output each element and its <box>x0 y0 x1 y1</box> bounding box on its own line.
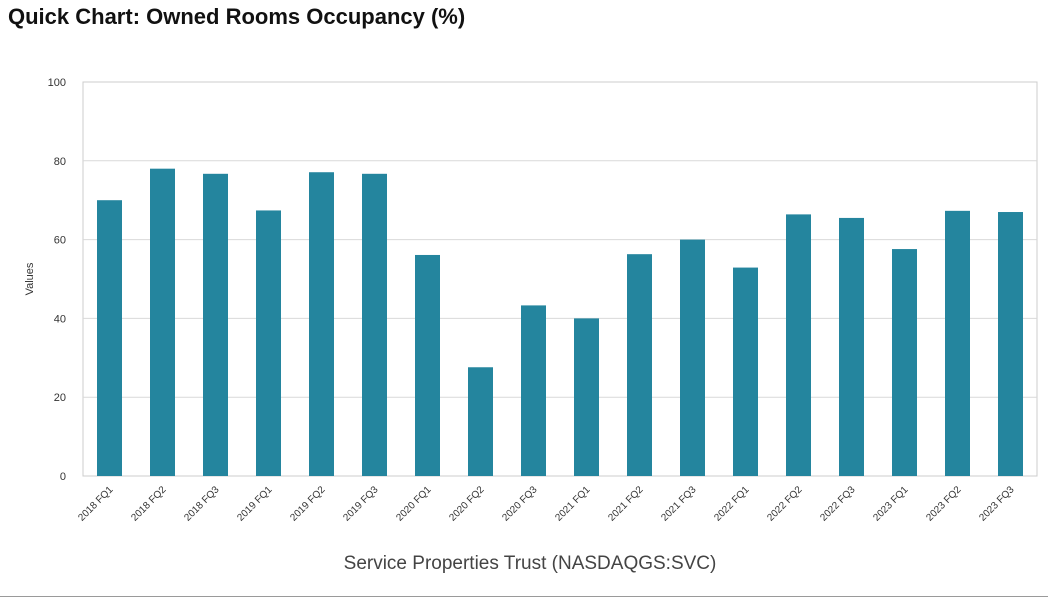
y-tick-label: 80 <box>54 156 66 168</box>
x-tick-label: 2022 FQ1 <box>712 484 752 524</box>
x-tick-label: 2019 FQ3 <box>341 484 381 524</box>
x-tick-label: 2023 FQ1 <box>871 484 911 524</box>
grid-lines <box>82 81 1038 477</box>
x-axis-ticks: 2018 FQ1 2018 FQ2 2018 FQ3 2019 FQ1 2019 FQ2… <box>76 484 1017 524</box>
x-tick-label: 2021 FQ2 <box>606 484 646 524</box>
bar <box>574 318 599 476</box>
y-tick-label: 100 <box>48 77 66 89</box>
bar <box>892 249 917 476</box>
x-tick-label: 2019 FQ2 <box>288 484 328 524</box>
bar <box>415 254 440 476</box>
y-tick-label: 40 <box>54 313 66 325</box>
x-tick-label: 2018 FQ2 <box>129 484 169 524</box>
x-tick-label: 2022 FQ3 <box>818 484 858 524</box>
bar <box>362 173 387 476</box>
y-tick-label: 60 <box>54 235 66 247</box>
plot-frame <box>82 81 1038 477</box>
bars <box>97 168 1023 476</box>
x-tick-label: 2022 FQ2 <box>765 484 805 524</box>
x-tick-label: 2020 FQ1 <box>394 484 434 524</box>
x-tick-label: 2021 FQ1 <box>553 484 593 524</box>
x-tick-label: 2023 FQ2 <box>924 484 964 524</box>
bar <box>203 173 228 476</box>
bar <box>150 168 175 476</box>
x-tick-label: 2023 FQ3 <box>977 484 1017 524</box>
x-tick-label: 2021 FQ3 <box>659 484 699 524</box>
bar <box>468 367 493 476</box>
y-tick-label: 20 <box>54 392 66 404</box>
bar <box>309 172 334 476</box>
bar <box>97 200 122 476</box>
bar <box>680 239 705 476</box>
bar <box>733 267 758 476</box>
bar <box>627 254 652 476</box>
x-tick-label: 2019 FQ1 <box>235 484 275 524</box>
x-tick-label: 2020 FQ2 <box>447 484 487 524</box>
bar <box>256 210 281 476</box>
bar <box>945 210 970 476</box>
x-tick-label: 2018 FQ1 <box>76 484 116 524</box>
x-tick-label: 2018 FQ3 <box>182 484 222 524</box>
bar <box>998 212 1023 476</box>
y-tick-label: 0 <box>60 471 66 483</box>
bar <box>521 305 546 476</box>
bar <box>786 214 811 476</box>
x-axis-label: Service Properties Trust (NASDAQGS:SVC) <box>344 553 717 574</box>
chart-title: Quick Chart: Owned Rooms Occupancy (%) <box>8 4 466 29</box>
y-axis-label: Values <box>24 262 36 295</box>
y-axis-ticks: 0 20 40 60 80 100 <box>48 77 66 483</box>
bar <box>839 217 864 476</box>
x-tick-label: 2020 FQ3 <box>500 484 540 524</box>
bottom-divider <box>0 596 1048 597</box>
